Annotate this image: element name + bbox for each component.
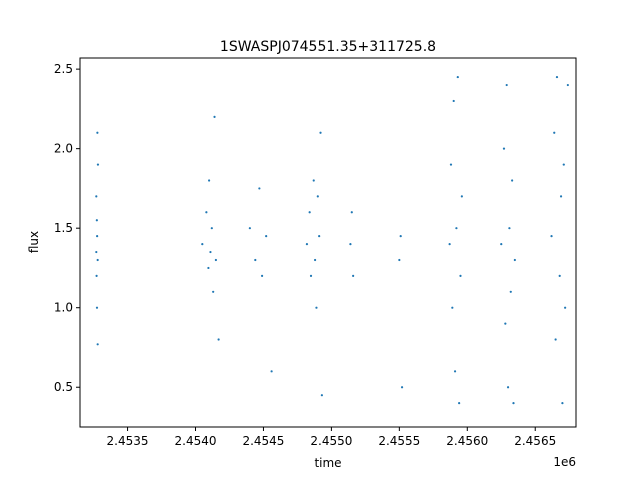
data-point: [455, 227, 458, 230]
data-point: [201, 242, 204, 246]
data-point: [320, 394, 323, 397]
y-axis-ticks: 0.5 1.0 1.5 2.0 2.5: [54, 62, 80, 394]
data-point: [448, 242, 451, 246]
data-point: [270, 370, 273, 373]
y-tick-label: 2.5: [54, 62, 73, 76]
data-point: [509, 290, 512, 293]
data-point: [553, 131, 556, 134]
x-tick-label: 2.4540: [175, 434, 217, 448]
x-axis-offset-label: 1e6: [553, 455, 576, 469]
data-point: [214, 258, 217, 262]
data-point: [458, 402, 461, 405]
data-point: [96, 235, 99, 238]
data-point: [558, 274, 561, 278]
data-point: [96, 343, 99, 346]
x-axis-label: time: [314, 456, 341, 470]
data-point: [459, 274, 462, 278]
data-point: [452, 99, 455, 103]
y-axis-label: flux: [27, 231, 41, 253]
plot-frame: [79, 57, 577, 428]
data-point: [349, 242, 352, 246]
y-tick-label: 2.0: [54, 142, 73, 156]
data-point: [449, 163, 453, 166]
data-point: [95, 306, 99, 309]
data-point: [508, 227, 511, 230]
y-tick-label: 1.0: [54, 301, 73, 315]
data-point: [96, 131, 99, 134]
data-point: [564, 306, 567, 309]
data-point: [248, 227, 251, 230]
data-point: [513, 258, 516, 262]
x-axis-ticks: 2.4535 2.4540 2.4545 2.4550 2.4555 2.4560 2.45…: [107, 427, 556, 448]
data-point: [555, 75, 559, 79]
data-point: [502, 147, 506, 150]
data-point: [95, 219, 98, 222]
data-point: [313, 258, 317, 262]
data-point: [210, 227, 213, 230]
data-point: [316, 195, 319, 198]
data-point: [213, 115, 216, 118]
data-point: [95, 195, 98, 198]
data-point: [511, 179, 514, 182]
x-tick-label: 2.4560: [446, 434, 488, 448]
data-point: [254, 258, 257, 262]
data-point: [505, 83, 508, 87]
x-tick-label: 2.4535: [107, 434, 149, 448]
data-point: [500, 242, 503, 246]
data-point: [453, 370, 457, 373]
data-point: [460, 195, 463, 198]
data-point: [561, 402, 564, 405]
data-point: [205, 211, 208, 214]
data-point: [399, 235, 402, 238]
x-tick-label: 2.4555: [378, 434, 420, 448]
data-point: [512, 402, 515, 405]
data-point: [562, 163, 565, 166]
data-point: [258, 187, 261, 190]
data-point: [209, 250, 212, 254]
data-point: [398, 258, 401, 262]
data-point: [312, 179, 315, 182]
data-point: [217, 338, 220, 341]
x-tick-label: 2.4550: [310, 434, 352, 448]
data-point: [319, 131, 322, 134]
data-point: [400, 386, 404, 389]
data-point: [305, 242, 309, 246]
data-point: [451, 306, 454, 309]
data-point: [566, 83, 569, 87]
data-point: [504, 322, 507, 325]
data-point: [550, 235, 553, 238]
data-point: [95, 274, 98, 278]
data-point: [96, 163, 100, 166]
data-point: [95, 250, 98, 254]
data-point: [554, 338, 557, 341]
data-point: [506, 386, 510, 389]
data-point: [207, 179, 211, 182]
data-point: [318, 235, 321, 238]
y-tick-label: 1.5: [54, 221, 73, 235]
x-tick-label: 2.4565: [514, 434, 556, 448]
data-point: [212, 290, 215, 293]
y-tick-label: 0.5: [54, 380, 73, 394]
chart-title: 1SWASPJ074551.35+311725.8: [220, 39, 436, 55]
data-point: [265, 235, 268, 238]
data-points: [95, 75, 569, 405]
data-point: [308, 211, 311, 214]
data-point: [352, 274, 355, 278]
data-point: [456, 75, 459, 79]
data-point: [207, 266, 210, 270]
data-point: [559, 195, 563, 198]
data-point: [350, 211, 353, 214]
data-point: [309, 274, 313, 278]
data-point: [315, 306, 318, 309]
x-tick-label: 2.4545: [242, 434, 284, 448]
data-point: [260, 274, 264, 278]
data-point: [96, 258, 99, 262]
